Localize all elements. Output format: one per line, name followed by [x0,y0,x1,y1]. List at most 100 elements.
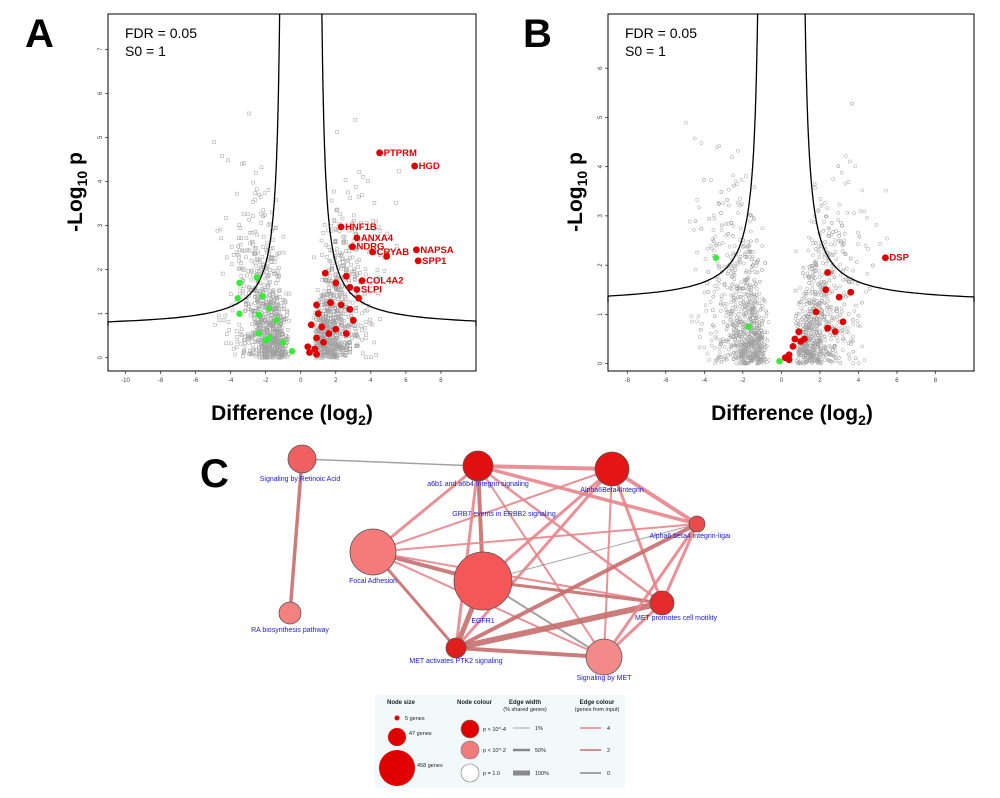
protein-point [793,288,798,293]
protein-point [364,331,368,336]
protein-point [395,244,399,248]
protein-point [743,320,748,324]
protein-point [353,326,357,331]
protein-point [818,346,823,351]
upregulated-point [337,301,345,309]
protein-point [832,275,837,279]
protein-point [364,272,368,277]
protein-point [275,274,280,278]
protein-point [333,273,337,277]
upregulated-point [411,162,419,170]
downregulated-point [255,311,262,318]
fdr-threshold-curve-right [321,13,477,326]
protein-point [249,258,254,263]
protein-point [722,357,727,362]
protein-point [247,218,251,222]
protein-point [376,291,380,296]
protein-point [735,260,740,265]
protein-point [728,255,733,260]
protein-point [732,331,736,336]
protein-point [268,280,272,284]
protein-point [735,286,739,291]
protein-point [274,336,278,340]
pathway-node-label: a6b1 and a6b4 Integrin signaling [427,481,529,488]
protein-point [244,255,248,260]
network-edge [372,551,663,604]
protein-point [319,303,324,307]
protein-point [710,323,715,328]
protein-point [359,324,364,328]
protein-point [818,281,823,285]
protein-point [842,302,847,307]
protein-point [731,183,736,188]
protein-point [364,336,368,340]
protein-point [699,141,704,145]
protein-point [831,308,836,313]
protein-point [825,312,830,317]
protein-point [764,314,768,319]
protein-point [709,331,713,336]
protein-point [846,312,851,316]
protein-point [243,308,248,313]
protein-point [802,302,806,307]
protein-point [724,327,729,331]
protein-point [247,111,251,116]
protein-point [797,352,802,357]
protein-point [820,284,825,289]
protein-point [333,341,338,346]
protein-point [695,197,700,202]
protein-point [313,317,318,322]
protein-point [721,201,725,206]
protein-point [847,159,852,164]
protein-point [816,208,821,212]
protein-point [242,284,246,288]
protein-point [258,265,263,270]
protein-point [263,355,267,360]
protein-point [874,222,879,227]
legend-width-thin: 1% [535,726,543,732]
protein-point [338,212,342,216]
protein-point [238,332,243,336]
protein-point [827,226,832,231]
protein-point [754,343,759,348]
protein-point [819,272,824,277]
protein-point [250,322,255,326]
protein-point [759,304,764,308]
protein-point [719,341,724,346]
protein-point [224,255,229,260]
protein-point [738,294,743,299]
protein-point [742,307,747,312]
protein-point [811,241,816,246]
protein-point [862,358,867,363]
protein-point [333,303,337,308]
protein-point [257,303,261,308]
protein-point [840,249,845,254]
gene-label: SLPI [361,284,382,295]
protein-point [732,263,736,268]
protein-point [277,288,282,292]
protein-point [854,303,858,308]
protein-point [338,331,342,335]
protein-point [344,348,348,352]
protein-point [250,230,255,235]
protein-point [241,212,246,216]
protein-point [757,301,762,305]
protein-point [706,290,711,294]
gene-label: PTPRM [384,148,417,159]
protein-point [856,323,860,328]
protein-point [857,234,862,239]
protein-point [353,274,357,279]
protein-point [253,320,258,324]
legend-size-mid-swatch [388,728,406,746]
protein-point [731,327,736,332]
protein-point [268,355,272,359]
protein-point [318,332,323,337]
protein-point [746,275,751,280]
downregulated-point [236,310,243,317]
protein-point [765,360,769,365]
protein-point [374,353,378,357]
upregulated-point [313,350,320,358]
protein-point [254,171,258,175]
protein-point [809,354,813,359]
protein-point [757,330,762,335]
